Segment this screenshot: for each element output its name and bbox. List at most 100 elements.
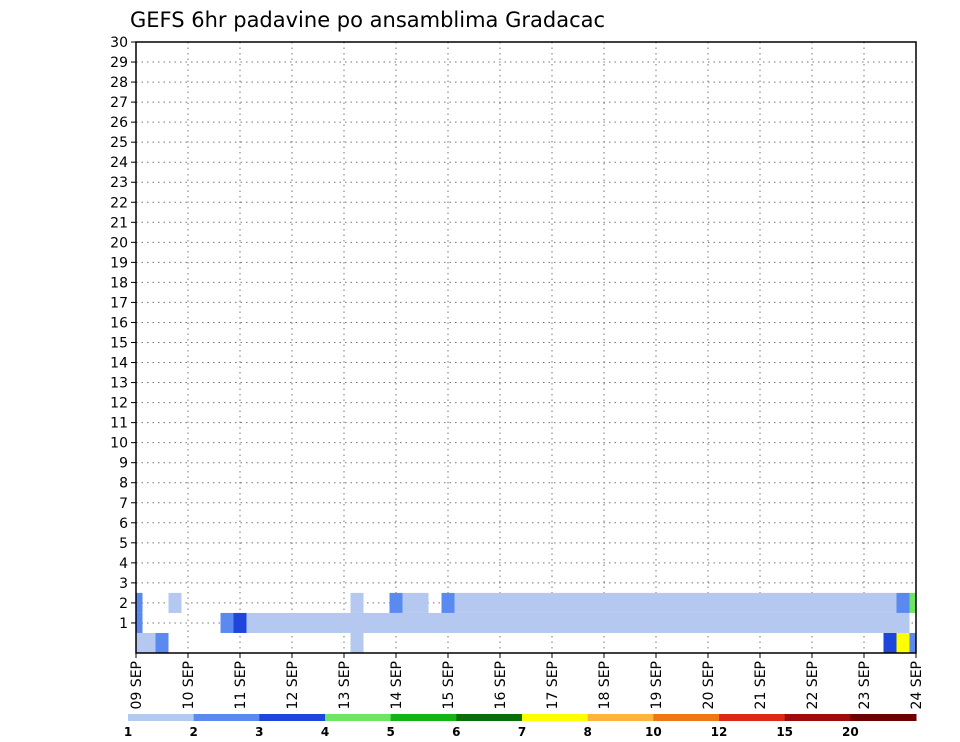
precip-cell — [792, 592, 806, 613]
colorbar-swatch — [193, 714, 260, 721]
y-tick-label: 19 — [110, 255, 128, 271]
precip-cell — [870, 612, 884, 633]
precip-cell — [311, 612, 325, 633]
y-tick-label: 16 — [110, 315, 128, 331]
y-tick-label: 17 — [110, 295, 128, 311]
precip-cell — [740, 592, 754, 613]
y-tick-label: 4 — [119, 556, 128, 572]
y-tick-label: 12 — [110, 396, 128, 412]
precip-cell — [870, 592, 884, 613]
x-axis-ticks: 09 SEP 10 SEP 11 SEP 12 SEP 13 SEP 14 SEP 15 S… — [129, 653, 925, 709]
precip-cell — [597, 612, 611, 633]
precip-cell — [805, 612, 819, 633]
precipitation-cells — [136, 592, 916, 653]
precip-cell — [831, 592, 845, 613]
precip-cell — [701, 592, 715, 613]
precip-cell — [506, 592, 520, 613]
y-tick-label: 3 — [119, 576, 128, 592]
precip-cell — [766, 592, 780, 613]
x-tick-label: 11 SEP — [233, 661, 249, 709]
colorbar-label: 2 — [189, 725, 197, 739]
x-tick-label: 21 SEP — [753, 661, 769, 709]
x-tick-label: 23 SEP — [857, 661, 873, 709]
precip-cell — [493, 592, 507, 613]
x-tick-label: 19 SEP — [649, 661, 665, 709]
precip-cell — [896, 632, 910, 653]
precip-cell — [350, 592, 364, 613]
x-tick-label: 10 SEP — [181, 661, 197, 709]
colorbar-label: 6 — [452, 725, 460, 739]
precip-cell — [675, 592, 689, 613]
precip-cell — [740, 612, 754, 633]
precip-cell — [467, 592, 481, 613]
precip-cell — [415, 592, 429, 613]
precip-cell — [233, 612, 247, 633]
colorbar-label: 1 — [124, 725, 132, 739]
precip-cell — [571, 592, 585, 613]
precip-cell — [857, 612, 871, 633]
precip-cell — [402, 592, 416, 613]
colorbar-swatch — [522, 714, 589, 721]
colorbar-swatch — [653, 714, 720, 721]
precip-cell — [324, 612, 338, 633]
precip-cell — [545, 612, 559, 633]
y-tick-label: 9 — [119, 456, 128, 472]
x-tick-label: 18 SEP — [597, 661, 613, 709]
colorbar-swatch — [587, 714, 654, 721]
y-tick-label: 25 — [110, 135, 128, 151]
precip-cell — [363, 612, 377, 633]
y-tick-label: 10 — [110, 436, 128, 452]
precip-cell — [779, 612, 793, 633]
precip-cell — [532, 612, 546, 633]
precip-cell — [727, 592, 741, 613]
precip-cell — [480, 612, 494, 633]
precip-cell — [467, 612, 481, 633]
y-tick-label: 18 — [110, 275, 128, 291]
precip-cell — [545, 592, 559, 613]
y-tick-label: 15 — [110, 335, 128, 351]
colorbar-label: 5 — [386, 725, 394, 739]
precip-cell — [896, 592, 910, 613]
colorbar-label: 12 — [711, 725, 728, 739]
precip-cell — [909, 592, 916, 613]
precip-cell — [792, 612, 806, 633]
y-tick-label: 28 — [110, 75, 128, 91]
precip-cell — [246, 612, 260, 633]
precip-cell — [558, 592, 572, 613]
y-tick-label: 26 — [110, 115, 128, 131]
precip-cell — [506, 612, 520, 633]
y-tick-label: 24 — [110, 155, 128, 171]
x-tick-label: 14 SEP — [389, 661, 405, 709]
precip-cell — [896, 612, 910, 633]
precip-cell — [519, 592, 533, 613]
grid-lines — [135, 41, 917, 653]
y-tick-label: 11 — [110, 416, 128, 432]
precip-cell — [558, 612, 572, 633]
precip-cell — [883, 612, 897, 633]
precip-cell — [636, 612, 650, 633]
precip-cell — [441, 612, 455, 633]
precip-cell — [259, 612, 273, 633]
precip-cell — [441, 592, 455, 613]
precip-cell — [136, 592, 143, 613]
precip-cell — [688, 612, 702, 633]
x-tick-label: 22 SEP — [805, 661, 821, 709]
precip-cell — [649, 612, 663, 633]
precip-cell — [662, 612, 676, 633]
precip-cell — [584, 612, 598, 633]
precip-cell — [857, 592, 871, 613]
colorbar-label: 7 — [518, 725, 526, 739]
precip-cell — [753, 612, 767, 633]
precip-cell — [376, 612, 390, 633]
precip-cell — [714, 612, 728, 633]
precip-cell — [350, 612, 364, 633]
colorbar-label: 3 — [255, 725, 263, 739]
colorbar-label: 4 — [321, 725, 329, 739]
x-tick-label: 24 SEP — [909, 661, 925, 709]
chart-title: GEFS 6hr padavine po ansamblima Gradacac — [130, 8, 605, 32]
precip-cell — [649, 592, 663, 613]
precip-cell — [136, 632, 143, 653]
precip-cell — [136, 612, 143, 633]
precip-cell — [714, 592, 728, 613]
